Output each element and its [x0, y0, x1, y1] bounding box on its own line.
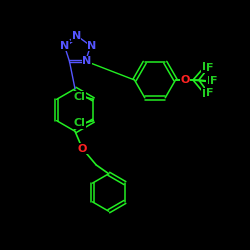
Text: N: N	[60, 41, 69, 51]
Text: F: F	[202, 89, 209, 99]
Text: O: O	[180, 75, 190, 85]
Text: N: N	[87, 41, 97, 51]
Text: N: N	[72, 31, 81, 41]
Text: N: N	[82, 56, 92, 66]
Text: F: F	[206, 88, 213, 98]
Text: F: F	[210, 76, 218, 86]
Text: F: F	[202, 62, 209, 72]
Text: F: F	[206, 63, 213, 73]
Text: Cl: Cl	[74, 118, 86, 128]
Text: Cl: Cl	[74, 92, 86, 102]
Text: O: O	[78, 144, 87, 154]
Text: F: F	[207, 76, 214, 86]
